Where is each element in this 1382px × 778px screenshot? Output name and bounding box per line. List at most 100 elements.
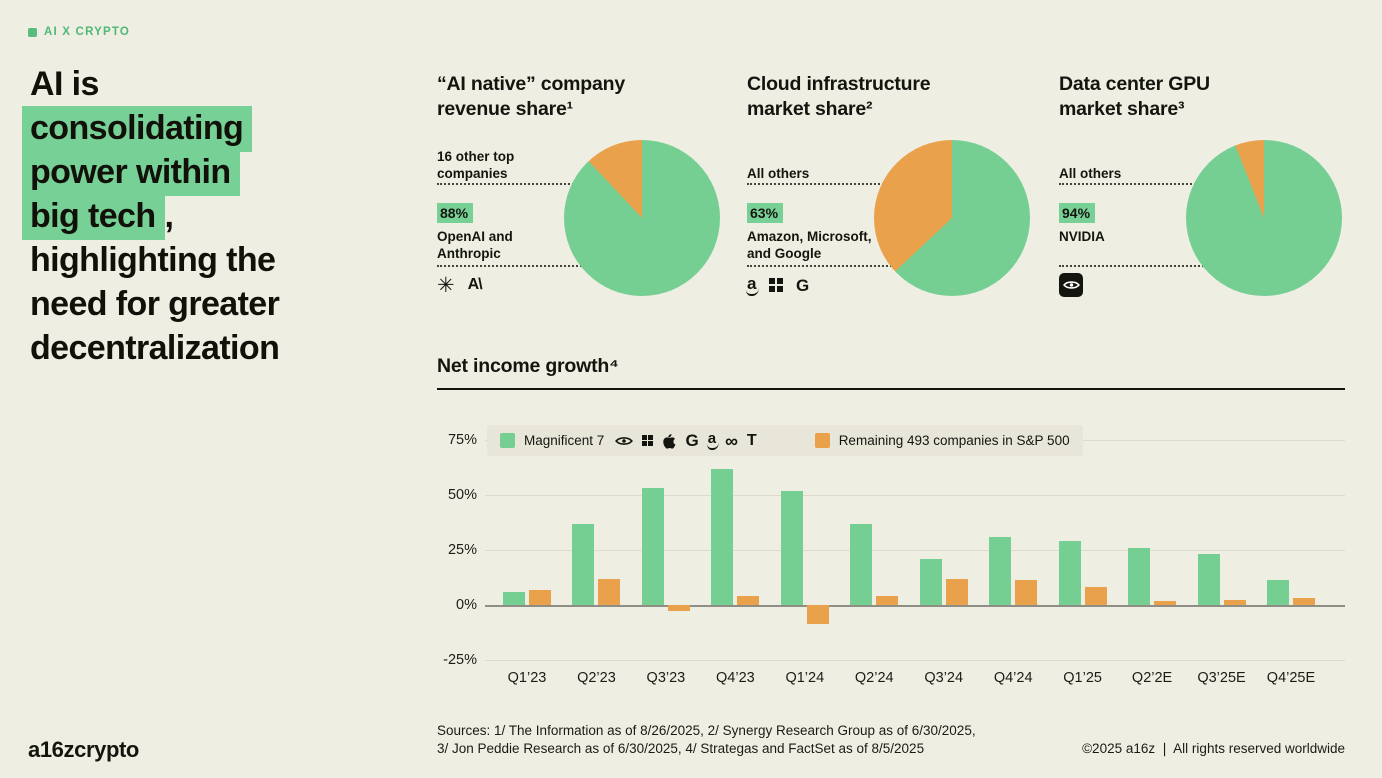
bar-chart: 75% 50% 25% 0% -25% Q1’23 Q2’23 Q3’23 Q4’23 Q1’2… [437,420,1345,705]
bar-magnificent7 [1058,541,1081,605]
pie-main-label: NVIDIA [1059,229,1105,244]
pie-company-icons: a G [745,272,810,298]
pie-other-label: All others [1059,166,1122,181]
dotted-leader [1059,183,1216,185]
gridline [485,550,1345,551]
dotted-leader [1059,265,1216,267]
nvidia-icon [1059,273,1083,297]
bar-magnificent7 [1266,579,1289,605]
headline-highlight: power within [22,150,240,196]
legend-label-magnificent7: Magnificent 7 [524,433,605,448]
tesla-icon: T [746,431,757,449]
x-tick-label: Q4’23 [716,670,755,686]
bar-remaining [1223,599,1246,605]
x-tick-label: Q3’23 [646,670,686,686]
magnificent7-icons: G a ∞ T [615,431,757,450]
bar-group [641,440,690,660]
pie-title-line: Data center GPU [1059,73,1210,95]
bar-group [1058,440,1107,660]
x-tick-label: Q2’23 [577,670,616,686]
y-tick-label: 0% [456,597,477,613]
headline: AI is consolidating power within big tec… [22,62,430,370]
bar-group [780,440,829,660]
amazon-icon: a [745,275,761,296]
bar-magnificent7 [919,558,942,605]
pie-title-line: market share² [747,98,873,120]
headline-line: need for greater [30,285,280,323]
dotted-leader [437,265,594,267]
pie-main-label: Amazon, Microsoft, and Google [747,229,872,261]
pie-other-label: 16 other top companies [437,149,515,181]
sources-line: 3/ Jon Peddie Research as of 6/30/2025, … [437,741,925,756]
sources-note: Sources: 1/ The Information as of 8/26/2… [437,722,976,758]
y-tick-label: 25% [447,542,477,558]
title-rule [437,388,1345,390]
pie-title: Data center GPU market share³ [1059,72,1210,122]
anthropic-icon: A\ [467,276,483,293]
zero-gridline [485,605,1345,607]
pie-percent-badge: 63% [747,203,784,223]
remaining-swatch [814,433,830,448]
bar-group [503,440,551,660]
bar-groups [485,440,1345,660]
bar-group [711,440,760,660]
pie-other-label: All others [747,166,810,181]
pie-chart-ai-native [564,140,720,296]
google-icon: G [795,275,810,295]
bar-group [1128,440,1177,660]
x-tick-label: Q2’2E [1131,670,1173,686]
gridline [485,495,1345,496]
bar-group [1197,440,1246,660]
pie-chart-cloud [874,140,1030,296]
apple-icon [663,433,676,449]
dotted-leader [437,183,594,185]
eyebrow: AI X CRYPTO [28,26,130,38]
google-icon: G [685,431,699,450]
bar-remaining [737,596,760,605]
bar-group [850,440,899,660]
y-tick-label: 75% [447,432,477,448]
x-tick-label: Q1’23 [507,670,547,686]
x-tick-label: Q1’25 [1063,670,1102,686]
eyebrow-label: AI X CRYPTO [44,26,131,38]
microsoft-icon [642,434,654,447]
openai-icon: ✳ [437,273,455,297]
x-tick-label: Q3’25E [1197,670,1246,686]
pie-company-icons: ✳ A\ [437,272,483,298]
pie-percent-badge: 94% [1059,203,1096,223]
bar-remaining [876,596,899,605]
y-axis: 75% 50% 25% 0% -25% [437,420,477,680]
x-tick-label: Q4’24 [993,670,1033,686]
chart-legend: Magnificent 7 G a ∞ T Remaining 493 comp… [487,425,1083,456]
pie-percent-badge: 88% [437,203,474,223]
headline-line: power within [22,150,430,196]
magnificent7-swatch [500,433,515,448]
pie-title-line: Cloud infrastructure [747,73,931,95]
bar-magnificent7 [1128,547,1151,605]
copyright-note: ©2025 a16z ❘ All rights reserved worldwi… [1082,741,1345,756]
pie-panel-cloud: Cloud infrastructure market share² All o… [745,72,1047,307]
bar-remaining [945,578,968,605]
bar-group [989,440,1038,660]
x-tick-label: Q1’24 [785,670,825,686]
headline-line: consolidating [22,106,430,152]
headline-line: AI is [30,65,99,103]
dotted-leader [747,265,904,267]
pie-title-line: market share³ [1059,98,1185,120]
nvidia-icon [615,436,634,445]
sources-line: Sources: 1/ The Information as of 8/26/2… [437,723,976,738]
bar-remaining [1292,598,1315,605]
x-tick-label: Q3’24 [924,670,964,686]
microsoft-icon [769,278,783,292]
headline-line: big tech, [22,194,430,240]
headline-suffix: , [164,197,174,235]
headline-highlight: consolidating [22,106,253,152]
amazon-icon: a [706,431,720,450]
bar-group [572,440,621,660]
bar-remaining [1015,579,1038,605]
y-tick-label: -25% [443,652,477,668]
bar-magnificent7 [989,536,1012,605]
bar-magnificent7 [711,468,734,605]
bar-remaining [598,578,621,605]
bar-magnificent7 [503,591,525,605]
